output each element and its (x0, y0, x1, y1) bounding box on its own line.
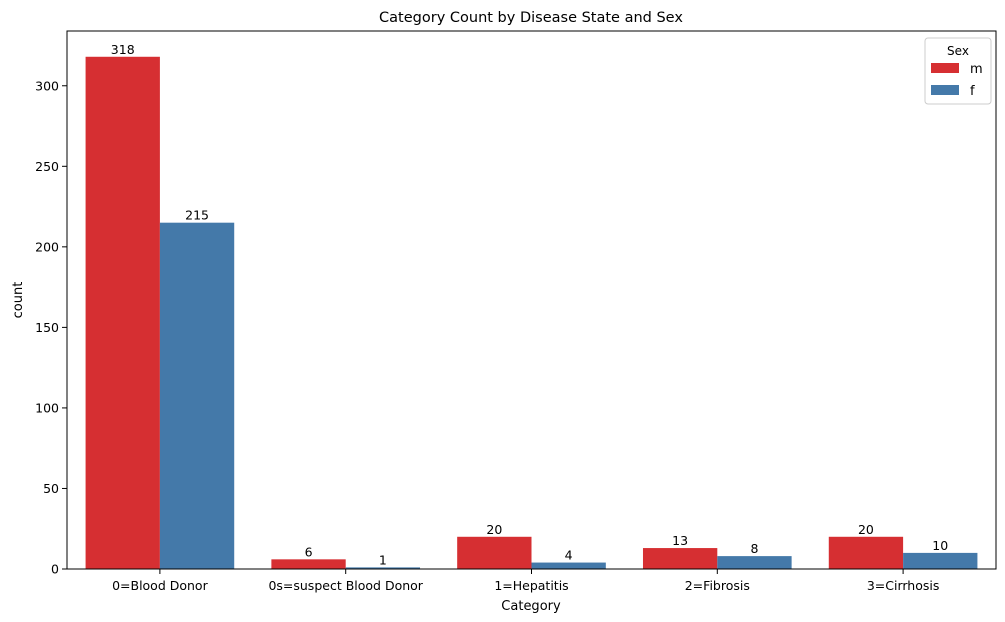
x-tick-label: 0=Blood Donor (112, 578, 209, 593)
bar-value-label: 6 (305, 544, 313, 559)
x-tick-label: 0s=suspect Blood Donor (268, 578, 423, 593)
bar-f-1 (345, 567, 421, 569)
bar-f-2 (531, 562, 606, 569)
y-tick-label: 200 (35, 239, 59, 254)
y-tick-label: 100 (35, 400, 59, 415)
bar-f-3 (717, 556, 792, 569)
x-tick-label: 1=Hepatitis (494, 578, 568, 593)
bar-value-label: 215 (185, 208, 209, 223)
chart-title: Category Count by Disease State and Sex (379, 10, 683, 26)
y-tick-label: 50 (43, 481, 59, 496)
bar-value-label: 13 (672, 533, 688, 548)
x-tick-label: 3=Cirrhosis (867, 578, 940, 593)
bar-m-4 (828, 536, 904, 569)
bar-f-4 (903, 552, 978, 569)
y-tick-label: 0 (51, 562, 59, 577)
legend-swatch-f (931, 85, 959, 95)
y-tick-label: 300 (35, 78, 59, 93)
y-axis-label: count (11, 282, 26, 319)
bar-value-label: 4 (565, 548, 573, 563)
bar-value-label: 8 (750, 541, 758, 556)
x-axis-label: Category (501, 599, 561, 614)
y-tick-label: 150 (35, 320, 59, 335)
bar-m-1 (271, 559, 346, 569)
legend: Sex mf (924, 37, 992, 105)
bar-value-label: 1 (379, 552, 387, 567)
legend-title: Sex (947, 44, 969, 58)
bars-group (85, 56, 978, 570)
x-axis-ticks: 0=Blood Donor 0s=suspect Blood Donor 1=Hep… (112, 569, 939, 593)
bar-value-label: 20 (858, 522, 874, 537)
y-axis-ticks: 0 50 100 150 200 250 300 (35, 78, 67, 577)
bar-value-label: 10 (932, 538, 948, 553)
legend-label-f: f (970, 84, 975, 99)
bar-f-0 (159, 222, 235, 570)
x-tick-label: 2=Fibrosis (685, 578, 750, 593)
bar-labels-group: 318 6 20 13 20 215 1 4 8 10 (111, 42, 948, 568)
legend-label-m: m (970, 62, 983, 77)
bar-value-label: 318 (111, 42, 135, 57)
y-tick-label: 250 (35, 159, 59, 174)
bar-m-3 (642, 548, 718, 569)
legend-swatch-m (931, 63, 959, 73)
bar-m-2 (457, 536, 532, 569)
bar-value-label: 20 (486, 522, 502, 537)
bar-m-0 (85, 56, 160, 569)
